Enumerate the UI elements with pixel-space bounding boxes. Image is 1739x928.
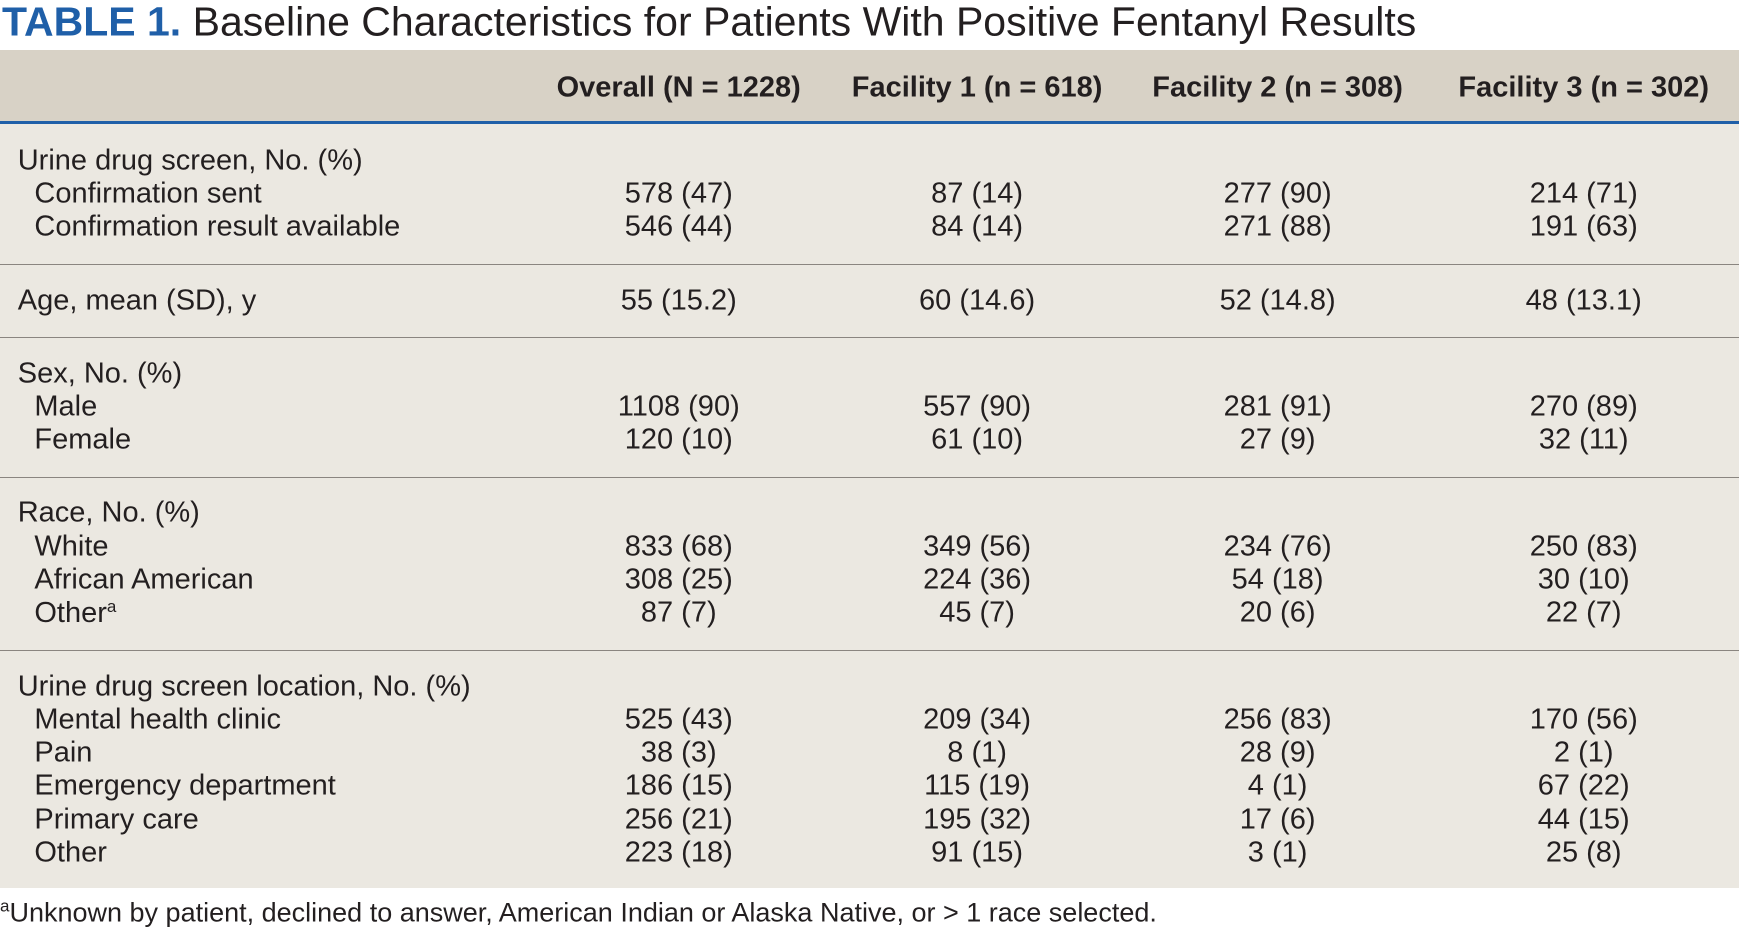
cell: 22 (7) xyxy=(1545,596,1622,629)
row-label: Confirmation sent xyxy=(34,177,262,210)
cell: 120 (10) xyxy=(624,423,733,456)
section-label: Race, No. (%) xyxy=(17,496,200,529)
cell: 223 (18) xyxy=(624,836,733,869)
cell: 17 (6) xyxy=(1239,803,1316,836)
row-label: Female xyxy=(34,423,132,456)
column-header: Facility 2 (n = 308) xyxy=(1152,71,1403,104)
section-label: Urine drug screen, No. (%) xyxy=(17,144,363,177)
cell: 234 (76) xyxy=(1223,530,1332,563)
row-label-text: African American xyxy=(34,563,254,596)
table-body xyxy=(0,124,1739,888)
cell: 209 (34) xyxy=(923,703,1032,736)
column-header: Facility 1 (n = 618) xyxy=(851,71,1103,104)
row-label: Confirmation result available xyxy=(34,210,401,243)
footnote-text: Unknown by patient, declined to answer, … xyxy=(9,897,1157,928)
footnote-mark: a xyxy=(0,896,10,916)
cell: 349 (56) xyxy=(923,530,1032,563)
cell: 186 (15) xyxy=(624,769,733,802)
cell: 271 (88) xyxy=(1223,210,1332,243)
row-separator xyxy=(0,476,1739,478)
row-label: Emergency department xyxy=(34,769,336,802)
cell: 25 (8) xyxy=(1545,836,1622,869)
cell: 32 (11) xyxy=(1538,423,1629,456)
row-label-text: Other xyxy=(34,836,107,869)
cell: 270 (89) xyxy=(1529,390,1638,423)
row-label-text: Mental health clinic xyxy=(34,703,282,736)
row-label: Pain xyxy=(34,736,93,769)
row-label: Male xyxy=(34,390,98,423)
row-label: African American xyxy=(34,563,254,596)
row-label-text: Primary care xyxy=(34,803,199,836)
cell: 525 (43) xyxy=(624,703,733,736)
cell: 45 (7) xyxy=(939,596,1015,629)
cell: 38 (3) xyxy=(640,736,717,769)
section-label: Sex, No. (%) xyxy=(17,357,183,390)
cell: 2 (1) xyxy=(1553,736,1614,769)
cell: 1108 (90) xyxy=(617,390,740,423)
cell: 87 (14) xyxy=(931,177,1024,210)
cell: 195 (32) xyxy=(923,803,1032,836)
cell: 87 (7) xyxy=(640,596,717,629)
cell: 224 (36) xyxy=(923,563,1032,596)
cell: 30 (10) xyxy=(1537,563,1630,596)
row-label-text: White xyxy=(34,530,109,563)
cell: 28 (9) xyxy=(1239,736,1316,769)
header-band xyxy=(0,50,1739,124)
row-label: White xyxy=(34,532,108,561)
row-label: Mental health clinic xyxy=(34,705,281,734)
cell: 67 (22) xyxy=(1537,769,1630,802)
row-separator xyxy=(0,337,1739,339)
cell: 281 (91) xyxy=(1223,390,1332,423)
row-separator xyxy=(0,649,1739,651)
cell: 52 (14.8) xyxy=(1219,284,1336,317)
cell: 3 (1) xyxy=(1247,836,1308,869)
cell: 4 (1) xyxy=(1247,769,1308,802)
cell: 191 (63) xyxy=(1529,210,1638,243)
row-label: Primary care xyxy=(34,805,198,834)
row-label-text: Other xyxy=(34,597,107,630)
section-label: Urine drug screen location, No. (%) xyxy=(17,670,471,702)
column-header: Facility 3 (n = 302) xyxy=(1458,71,1710,104)
row-label: Other xyxy=(34,838,107,867)
cell: 308 (25) xyxy=(624,563,733,596)
section-label: Age, mean (SD), y xyxy=(17,284,257,317)
cell: 44 (15) xyxy=(1537,803,1630,836)
cell: 557 (90) xyxy=(923,390,1032,423)
title: TABLE 1. Baseline Characteristics for Pa… xyxy=(2,0,1417,45)
row-label-text: Confirmation sent xyxy=(34,177,262,210)
cell: 84 (14) xyxy=(931,210,1024,243)
cell: 48 (13.1) xyxy=(1525,284,1642,317)
cell: 578 (47) xyxy=(624,177,733,210)
column-header: Overall (N = 1228) xyxy=(556,71,801,104)
cell: 833 (68) xyxy=(624,530,733,563)
cell: 8 (1) xyxy=(947,736,1007,769)
title-text: Baseline Characteristics for Patients Wi… xyxy=(192,0,1417,45)
cell: 27 (9) xyxy=(1239,423,1316,456)
cell: 250 (83) xyxy=(1529,530,1638,563)
row-label-text: Female xyxy=(34,423,132,456)
footnote-ref: a xyxy=(106,597,117,617)
cell: 214 (71) xyxy=(1529,177,1638,210)
cell: 256 (21) xyxy=(624,803,733,836)
cell: 277 (90) xyxy=(1223,177,1332,210)
cell: 55 (15.2) xyxy=(620,284,737,317)
title-label: TABLE 1. xyxy=(2,0,182,45)
cell: 170 (56) xyxy=(1529,703,1638,736)
row-label-text: Confirmation result available xyxy=(34,210,401,243)
footnote: aUnknown by patient, declined to answer,… xyxy=(0,898,1157,927)
row-label-text: Pain xyxy=(34,736,93,769)
cell: 60 (14.6) xyxy=(919,284,1036,317)
cell: 115 (19) xyxy=(924,769,1031,802)
cell: 20 (6) xyxy=(1239,596,1316,629)
row-label: Othera xyxy=(34,598,116,628)
cell: 256 (83) xyxy=(1223,703,1332,736)
cell: 61 (10) xyxy=(931,423,1024,456)
cell: 546 (44) xyxy=(624,210,733,243)
cell: 54 (18) xyxy=(1231,563,1324,596)
cell: 91 (15) xyxy=(931,836,1024,869)
row-label-text: Emergency department xyxy=(34,769,336,802)
row-separator xyxy=(0,263,1739,265)
row-label-text: Male xyxy=(34,390,98,423)
